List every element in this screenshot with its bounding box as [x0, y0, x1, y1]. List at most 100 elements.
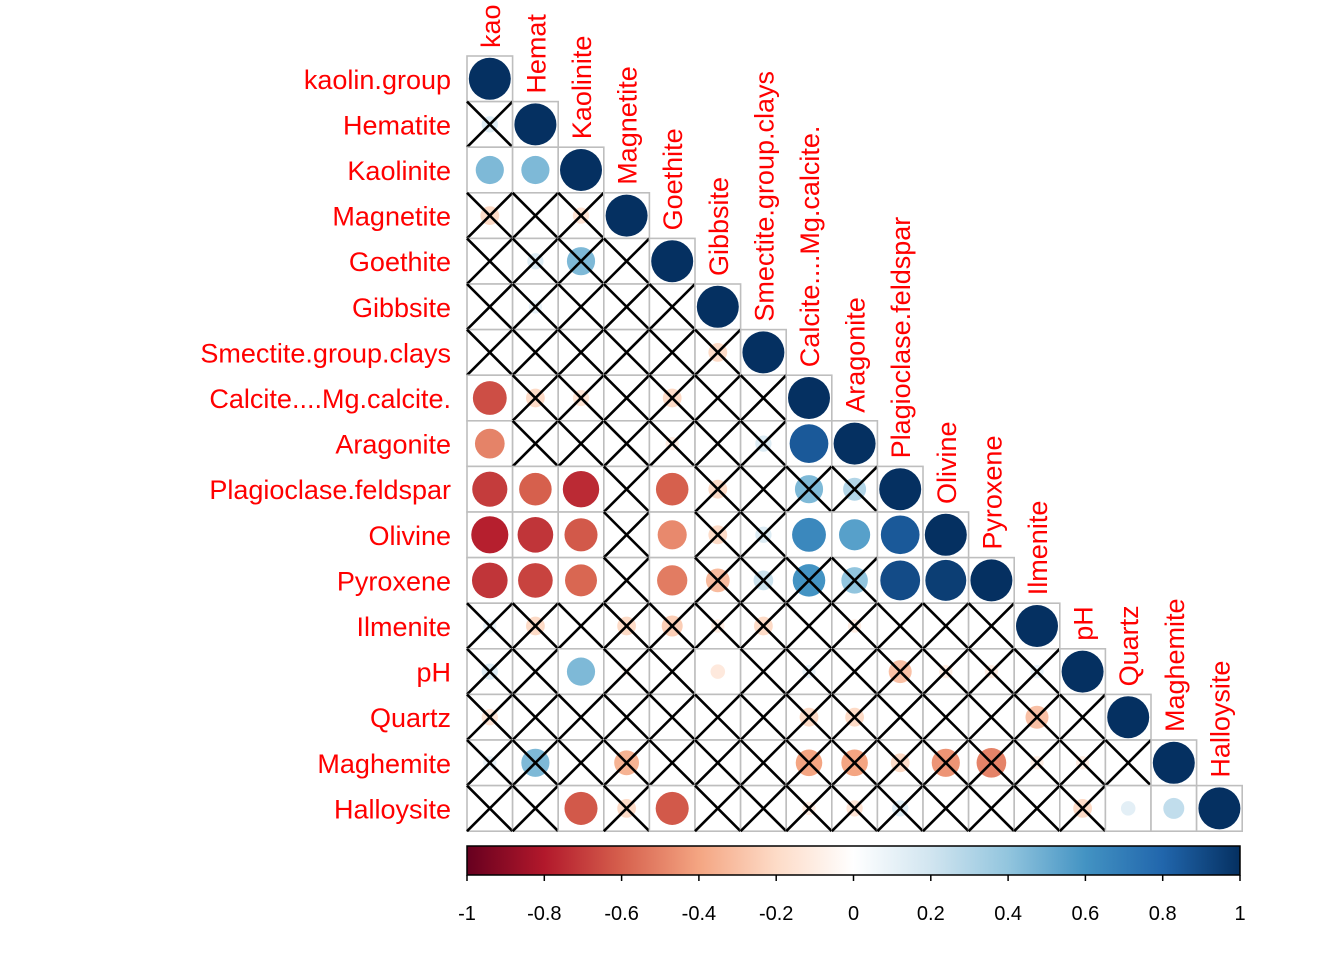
cell-Smectite.group.clays-Goethite	[648, 328, 696, 377]
insignificant-cross	[602, 237, 651, 285]
insignificant-cross	[922, 647, 970, 696]
correlation-circle	[564, 791, 598, 825]
cell-Maghemite-Olivine	[922, 739, 970, 787]
insignificant-cross	[967, 647, 1016, 696]
cell-pH-Goethite	[648, 647, 696, 696]
correlation-circle	[1198, 787, 1241, 830]
insignificant-cross	[1058, 784, 1107, 833]
colorbar-tick-label: -1	[458, 903, 476, 925]
insignificant-cross	[967, 784, 1016, 833]
row-label: pH	[416, 658, 451, 688]
column-label: Hemat	[521, 14, 551, 94]
correlation-circle	[880, 515, 920, 555]
cell-Halloysite-Pyroxene	[967, 784, 1016, 833]
cell-Maghemite-Gibbsite	[694, 739, 742, 787]
correlation-circle	[925, 559, 967, 601]
cell-Plagioclase.feldspar-Hematite	[511, 465, 559, 513]
cell-Ilmenite-Goethite	[648, 602, 696, 650]
cell-Olivine-Olivine	[922, 511, 970, 559]
insignificant-cross	[511, 237, 560, 285]
row-label: Maghemite	[317, 749, 451, 779]
insignificant-cross	[785, 465, 833, 513]
correlation-circle	[514, 103, 557, 146]
cell-Pyroxene-Pyroxene	[967, 556, 1015, 604]
cell-Smectite.group.clays-kaolin.group	[466, 328, 514, 377]
insignificant-cross	[830, 647, 879, 696]
correlation-circle	[565, 564, 597, 597]
insignificant-cross	[557, 739, 605, 787]
insignificant-cross	[1013, 784, 1061, 833]
correlation-circle	[839, 519, 871, 551]
correlation-circle	[518, 563, 553, 598]
insignificant-cross	[694, 419, 742, 468]
colorbar-tick-label: -0.8	[527, 903, 561, 925]
correlation-circle	[879, 468, 922, 511]
insignificant-cross	[511, 328, 560, 377]
insignificant-cross	[648, 693, 696, 741]
correlation-circle	[468, 57, 511, 100]
column-label: Ilmenite	[1023, 501, 1053, 596]
correlation-circle	[605, 194, 648, 237]
cell-Aragonite-Gibbsite	[694, 419, 742, 468]
cell-Quartz-Olivine	[922, 693, 970, 741]
cell-Quartz-Calcite....Mg.calcite.	[785, 693, 833, 741]
insignificant-cross	[739, 465, 788, 513]
cell-Halloysite-Maghemite	[1150, 784, 1198, 832]
colorbar-tick-label: -0.4	[682, 903, 716, 925]
row-label: Hematite	[343, 110, 451, 140]
cell-Goethite-Hematite	[511, 237, 560, 285]
cell-Magnetite-kaolin.group	[466, 191, 514, 240]
insignificant-cross	[557, 328, 605, 377]
insignificant-cross	[830, 693, 879, 741]
cell-Magnetite-Magnetite	[602, 192, 651, 240]
cell-Gibbsite-Hematite	[511, 283, 560, 331]
correlation-circle	[792, 517, 826, 552]
cell-Plagioclase.feldspar-Smectite.group.clays	[739, 465, 788, 513]
cell-Goethite-kaolin.group	[466, 237, 514, 285]
cell-Gibbsite-Kaolinite	[557, 283, 605, 331]
insignificant-cross	[466, 602, 514, 650]
cell-Calcite....Mg.calcite.-Gibbsite	[694, 374, 742, 422]
cell-Pyroxene-Olivine	[922, 556, 970, 604]
color-legend: -1 -0.8 -0.6 -0.4 -0.2 0 0.2 0.4 0.6 0.8 1	[458, 845, 1246, 925]
cell-Olivine-Goethite	[648, 511, 696, 559]
insignificant-cross	[1058, 739, 1107, 787]
cell-Olivine-Hematite	[511, 511, 559, 559]
correlation-circle	[655, 472, 689, 506]
insignificant-cross	[830, 556, 879, 605]
insignificant-cross	[967, 739, 1016, 787]
row-label: Magnetite	[332, 202, 451, 232]
insignificant-cross	[922, 693, 970, 741]
cell-Kaolinite-Kaolinite	[557, 146, 605, 194]
cell-Kaolinite-Hematite	[511, 146, 559, 194]
colorbar-tick-label: 0	[848, 903, 859, 925]
cell-Gibbsite-Gibbsite	[694, 283, 742, 331]
insignificant-cross	[557, 602, 605, 650]
cell-Quartz-Gibbsite	[694, 693, 742, 741]
cell-Maghemite-Kaolinite	[557, 739, 605, 787]
cell-pH-Magnetite	[602, 647, 651, 696]
insignificant-cross	[466, 693, 514, 741]
insignificant-cross	[1013, 693, 1061, 741]
column-label: Plagioclase.feldspar	[886, 217, 916, 459]
cell-Smectite.group.clays-Hematite	[511, 328, 560, 377]
cell-Aragonite-Aragonite	[830, 419, 879, 468]
insignificant-cross	[694, 784, 742, 833]
insignificant-cross	[876, 784, 924, 833]
correlation-cells	[466, 55, 1243, 833]
cell-pH-Smectite.group.clays	[739, 647, 788, 696]
cell-Plagioclase.feldspar-Magnetite	[602, 465, 651, 513]
row-label: Quartz	[370, 703, 451, 733]
cell-Ilmenite-Magnetite	[602, 602, 651, 650]
insignificant-cross	[511, 693, 560, 741]
insignificant-cross	[785, 739, 833, 787]
cell-Hematite-kaolin.group	[466, 100, 514, 149]
correlation-circle	[521, 155, 550, 185]
insignificant-cross	[511, 419, 560, 468]
insignificant-cross	[739, 693, 788, 741]
cell-Maghemite-Aragonite	[830, 739, 879, 787]
insignificant-cross	[876, 647, 924, 696]
insignificant-cross	[830, 784, 879, 833]
insignificant-cross	[466, 100, 514, 149]
cell-Olivine-Gibbsite	[694, 511, 742, 559]
